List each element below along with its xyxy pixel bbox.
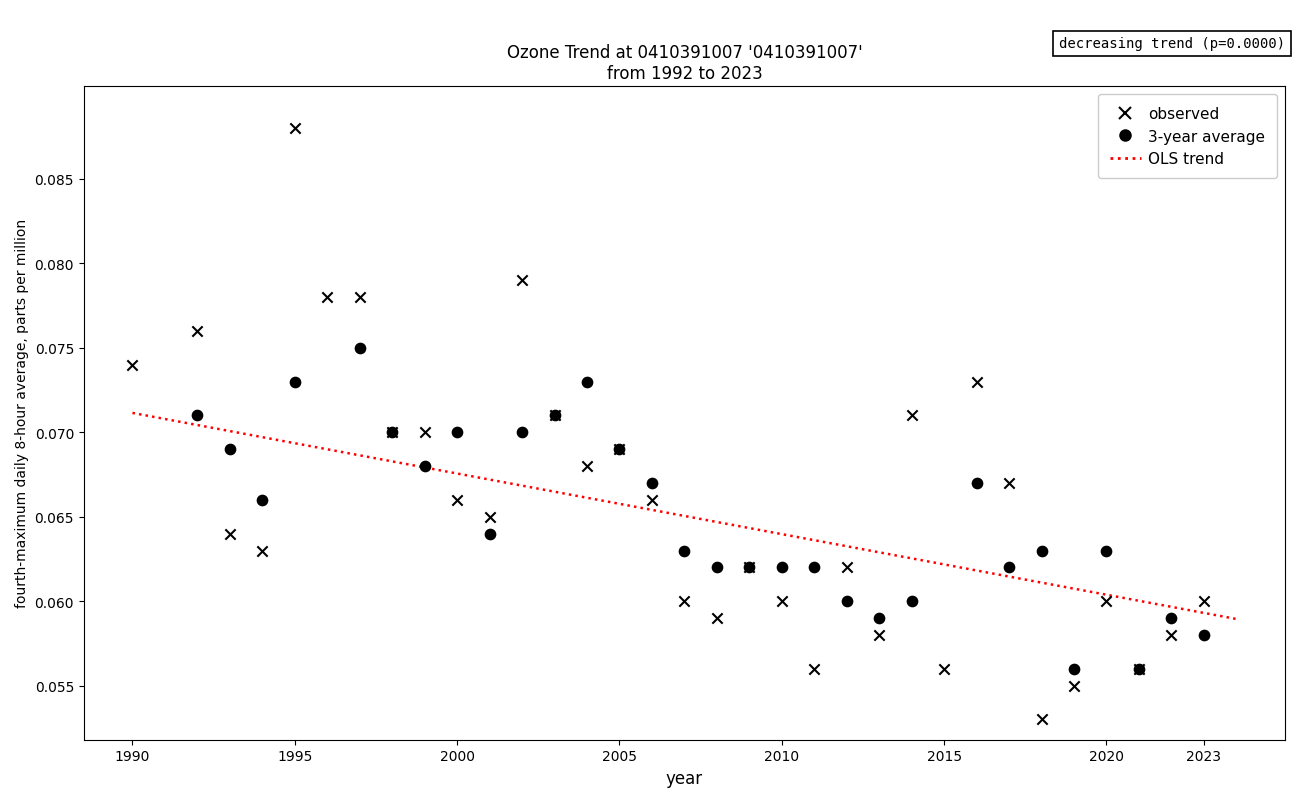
Point	[966, 477, 987, 490]
Point	[1161, 629, 1182, 642]
Point	[1031, 545, 1052, 557]
Point	[285, 376, 306, 389]
Point	[868, 629, 889, 642]
Point	[1096, 595, 1117, 608]
Point	[122, 359, 143, 372]
Point	[868, 612, 889, 625]
Point	[966, 376, 987, 389]
Point	[252, 494, 273, 507]
Point	[187, 410, 208, 423]
Point	[1063, 679, 1084, 692]
Point	[673, 595, 694, 608]
Point	[610, 444, 630, 456]
Point	[771, 595, 792, 608]
Point	[738, 561, 759, 574]
Point	[187, 325, 208, 338]
Point	[803, 662, 824, 675]
Point	[641, 494, 662, 507]
Point	[706, 612, 727, 625]
Point	[350, 291, 370, 304]
Point	[415, 460, 436, 473]
Point	[738, 561, 759, 574]
Point	[545, 410, 566, 423]
Point	[415, 427, 436, 439]
Point	[1063, 662, 1084, 675]
Point	[610, 444, 630, 456]
Point	[512, 427, 533, 439]
Point	[285, 123, 306, 136]
Point	[447, 427, 468, 439]
Point	[382, 427, 403, 439]
Point	[706, 561, 727, 574]
Point	[1128, 662, 1149, 675]
Point	[998, 477, 1019, 490]
Point	[577, 460, 598, 473]
Point	[1193, 595, 1214, 608]
Point	[350, 342, 370, 354]
Point	[1096, 545, 1117, 557]
Point	[673, 545, 694, 557]
Point	[1128, 662, 1149, 675]
Text: decreasing trend (p=0.0000): decreasing trend (p=0.0000)	[1060, 37, 1284, 51]
Point	[480, 511, 500, 524]
Point	[220, 528, 240, 541]
Y-axis label: fourth-maximum daily 8-hour average, parts per million: fourth-maximum daily 8-hour average, par…	[16, 219, 29, 608]
Point	[382, 427, 403, 439]
Point	[901, 410, 922, 423]
Point	[1161, 612, 1182, 625]
Point	[480, 528, 500, 541]
Point	[577, 376, 598, 389]
Point	[836, 561, 857, 574]
X-axis label: year: year	[666, 769, 703, 787]
Point	[803, 561, 824, 574]
Point	[1193, 629, 1214, 642]
Legend: observed, 3-year average, OLS trend: observed, 3-year average, OLS trend	[1097, 95, 1278, 179]
Point	[836, 595, 857, 608]
Point	[252, 545, 273, 557]
Point	[1031, 713, 1052, 726]
Point	[317, 291, 338, 304]
Point	[771, 561, 792, 574]
Point	[901, 595, 922, 608]
Point	[998, 561, 1019, 574]
Point	[641, 477, 662, 490]
Point	[933, 662, 954, 675]
Point	[512, 274, 533, 287]
Point	[545, 410, 566, 423]
Point	[220, 444, 240, 456]
Point	[447, 494, 468, 507]
Title: Ozone Trend at 0410391007 '0410391007'
from 1992 to 2023: Ozone Trend at 0410391007 '0410391007' f…	[507, 44, 862, 83]
